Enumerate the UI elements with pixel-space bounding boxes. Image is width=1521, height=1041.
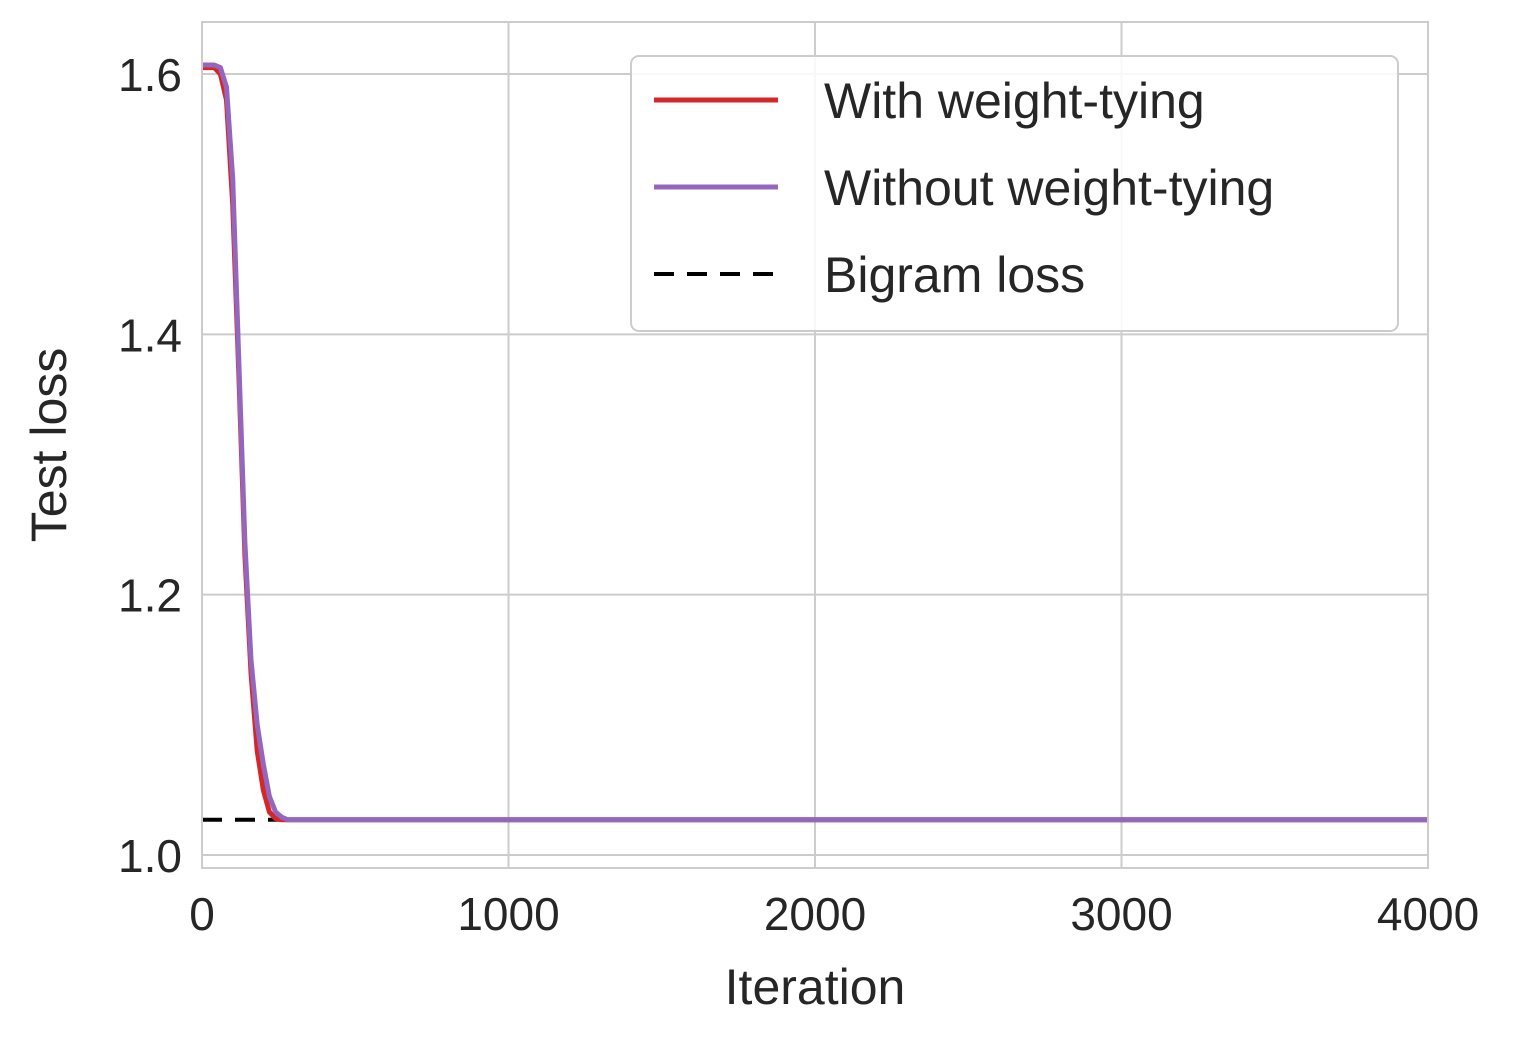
y-tick-label: 1.0 (118, 830, 182, 882)
x-axis-label: Iteration (725, 959, 906, 1015)
y-tick-label: 1.2 (118, 570, 182, 622)
x-tick-label: 2000 (764, 888, 866, 940)
legend: With weight-tying Without weight-tying B… (630, 55, 1399, 332)
y-tick-label: 1.6 (118, 49, 182, 101)
x-tick-label: 1000 (457, 888, 559, 940)
y-axis-label: Test loss (21, 348, 77, 543)
plot-frame (201, 21, 1429, 869)
legend-label-bigram-loss: Bigram loss (824, 247, 1085, 303)
y-tick-labels: 1.0 1.2 1.4 1.6 (118, 49, 182, 882)
x-tick-label: 3000 (1070, 888, 1172, 940)
x-tick-labels: 0 1000 2000 3000 4000 (189, 888, 1479, 940)
y-tick-label: 1.4 (118, 309, 182, 361)
legend-label-with-weight-tying: With weight-tying (824, 73, 1205, 129)
legend-box (630, 55, 1399, 332)
legend-label-without-weight-tying: Without weight-tying (824, 160, 1274, 216)
series-line-without-weight-tying (202, 62, 1428, 823)
x-tick-label: 4000 (1377, 888, 1479, 940)
x-tick-label: 0 (189, 888, 215, 940)
series-layer (202, 62, 1428, 823)
